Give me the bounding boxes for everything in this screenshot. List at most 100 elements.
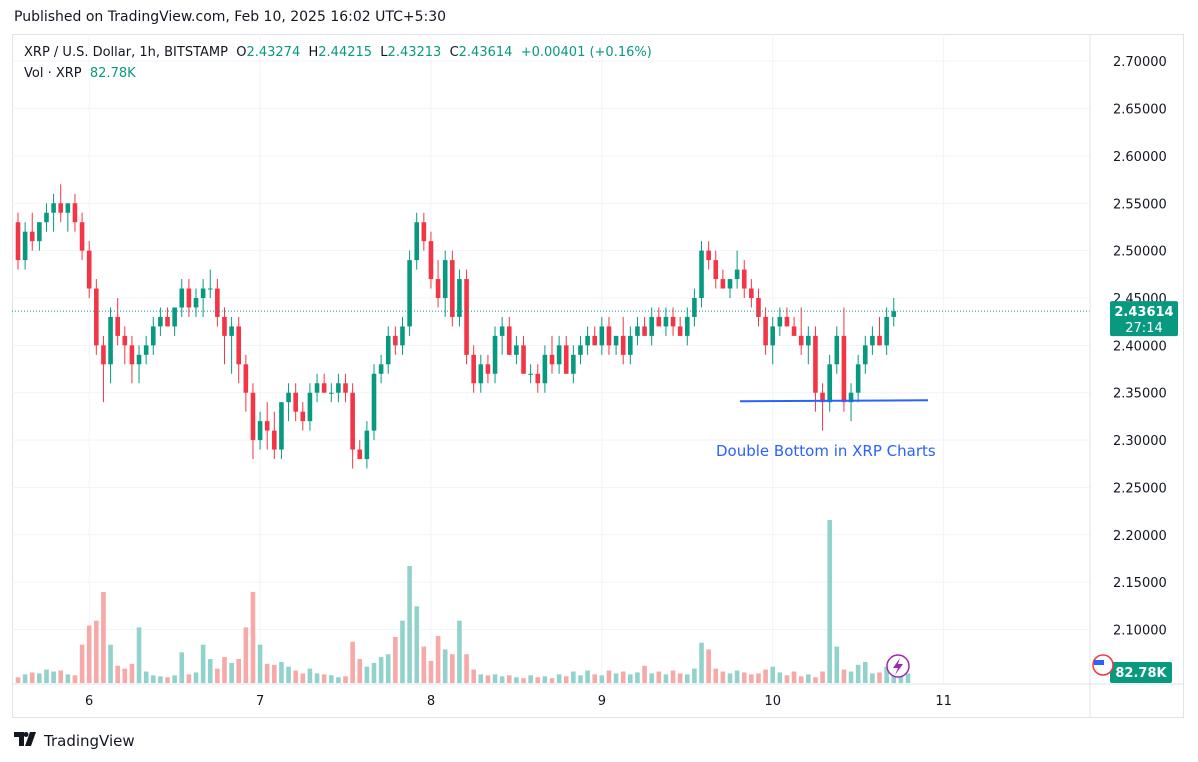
candle-body — [592, 335, 598, 346]
candle-body — [813, 335, 818, 393]
volume-bar — [749, 674, 754, 683]
volume-bar — [336, 677, 341, 683]
candle-body — [628, 335, 633, 355]
volume-bar — [79, 644, 85, 683]
candle-body — [450, 260, 455, 317]
candle-body — [442, 260, 448, 298]
volume-bar — [29, 672, 35, 683]
volume-bar — [756, 673, 761, 683]
candle — [378, 354, 384, 384]
close-value: 2.43614 — [458, 45, 513, 60]
candle-body — [22, 231, 28, 261]
candle — [150, 316, 156, 355]
volume-bar — [663, 674, 669, 683]
y-tick-label: 2.50000 — [1113, 245, 1167, 260]
candle-body — [407, 260, 412, 327]
candle-body — [172, 307, 177, 327]
candle-body — [855, 364, 861, 393]
candle-body — [613, 335, 619, 346]
candle-body — [300, 411, 306, 422]
candle — [136, 345, 142, 384]
candle — [143, 335, 149, 365]
candle-body — [784, 316, 790, 327]
volume-bar — [870, 673, 875, 683]
volume-label[interactable]: Vol · XRP — [24, 66, 82, 81]
candle-body — [677, 326, 683, 336]
candle-body — [578, 345, 583, 355]
candle — [542, 345, 548, 393]
candle — [243, 354, 249, 412]
currency-flag-canton — [1094, 660, 1104, 665]
candle — [891, 297, 897, 327]
candle-body — [44, 212, 49, 223]
candle — [741, 260, 747, 298]
volume-bar — [585, 670, 590, 683]
last-price-label: 2.43614 — [1114, 305, 1173, 320]
candle — [592, 326, 598, 346]
volume-bar — [706, 649, 711, 683]
candle-body — [763, 316, 768, 346]
candle-body — [158, 316, 163, 327]
candle-body — [642, 326, 647, 336]
candle-body — [94, 288, 99, 346]
candle — [343, 373, 348, 403]
candle-body — [321, 383, 327, 393]
volume-bar — [599, 675, 605, 683]
volume-bar — [193, 672, 199, 683]
x-tick-label: 8 — [427, 694, 435, 709]
candle — [272, 411, 277, 460]
candle-body — [179, 288, 185, 308]
candle — [649, 307, 654, 346]
volume-bar — [855, 664, 861, 683]
y-tick-label: 2.60000 — [1113, 150, 1167, 165]
volume-bar — [535, 677, 541, 683]
candle-body — [236, 326, 242, 365]
candle-body — [364, 430, 370, 460]
candle-body — [115, 316, 120, 336]
candle — [300, 402, 306, 431]
volume-bar — [186, 674, 192, 683]
candle-body — [222, 316, 227, 336]
volume-bar — [279, 661, 284, 683]
volume-bar — [165, 677, 170, 683]
candle-body — [58, 203, 64, 213]
candle-body — [193, 297, 199, 308]
candle — [86, 241, 92, 298]
candle-body — [272, 430, 277, 450]
candle — [884, 307, 889, 355]
candle-body — [521, 345, 526, 374]
high-value: 2.44215 — [318, 45, 373, 60]
candle — [485, 354, 491, 384]
candle — [499, 316, 505, 355]
volume-bar — [94, 620, 99, 683]
volume-bar — [884, 666, 889, 683]
candle-body — [307, 392, 313, 422]
y-tick-label: 2.35000 — [1113, 387, 1167, 402]
candle-body — [791, 326, 797, 336]
candle-body — [215, 288, 220, 317]
chart-frame[interactable] — [12, 34, 1184, 718]
candle — [848, 383, 854, 422]
volume-bar — [613, 673, 619, 683]
volume-bar — [378, 657, 384, 683]
candle-body — [229, 326, 234, 336]
candle — [229, 316, 234, 374]
volume-bar — [727, 673, 733, 683]
candle — [806, 326, 811, 365]
currency-flag-icon — [1092, 654, 1114, 676]
candle — [877, 316, 882, 346]
candle — [357, 440, 363, 460]
x-tick-label: 9 — [598, 694, 606, 709]
candle — [642, 316, 647, 336]
volume-bar — [791, 671, 797, 683]
open-label: O — [236, 45, 247, 60]
volume-bar — [58, 670, 64, 683]
volume-bar — [877, 672, 882, 683]
candle-body — [635, 326, 640, 336]
volume-bar — [400, 620, 405, 683]
candle — [535, 364, 541, 393]
volume-bar — [207, 659, 213, 683]
candle-body — [37, 222, 42, 242]
symbol-name[interactable]: XRP / U.S. Dollar, 1h, BITSTAMP — [24, 45, 228, 60]
